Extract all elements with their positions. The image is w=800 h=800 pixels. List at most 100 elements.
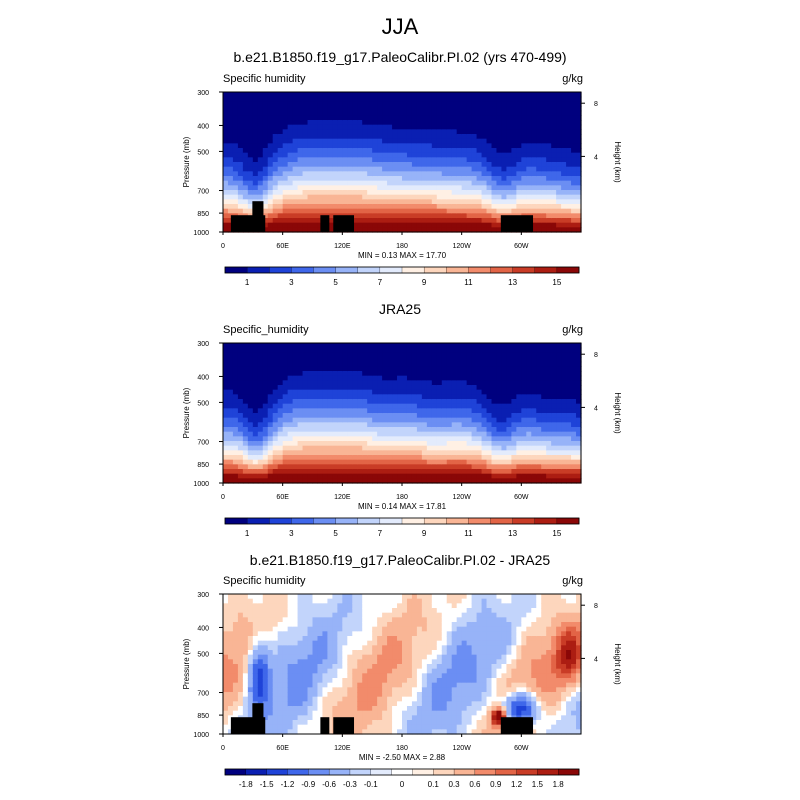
field-cell: [292, 361, 299, 367]
field-cell: [322, 357, 329, 363]
field-cell: [571, 408, 577, 414]
field-cell: [297, 710, 304, 716]
field-cell: [486, 389, 493, 395]
field-cell: [302, 110, 309, 116]
field-cell: [416, 213, 423, 219]
field-cell: [426, 427, 433, 433]
field-cell: [262, 124, 269, 130]
field-cell: [416, 417, 423, 423]
field-cell: [402, 417, 408, 423]
field-cell: [541, 213, 547, 219]
field-cell: [436, 101, 443, 107]
field-cell: [377, 227, 383, 233]
field-cell: [501, 413, 508, 419]
field-cell: [312, 106, 319, 112]
field-cell: [267, 455, 274, 461]
field-cell: [302, 450, 309, 456]
field-cell: [377, 394, 383, 400]
field-cell: [526, 171, 532, 177]
field-cell: [421, 473, 428, 479]
field-cell: [566, 110, 572, 116]
field-cell: [546, 194, 552, 200]
field-cell: [223, 636, 229, 642]
field-cell: [536, 427, 542, 433]
field-cell: [416, 143, 423, 149]
field-cell: [506, 441, 512, 447]
field-cell: [247, 357, 254, 363]
field-cell: [456, 204, 463, 210]
field-cell: [516, 134, 522, 140]
field-cell: [451, 436, 458, 442]
field-cell: [377, 213, 383, 219]
field-cell: [461, 450, 468, 456]
field-cell: [521, 157, 527, 163]
field-cell: [237, 143, 244, 149]
field-cell: [277, 636, 284, 642]
field-cell: [262, 399, 269, 405]
field-cell: [501, 204, 508, 210]
field-cell: [237, 361, 244, 367]
field-cell: [307, 645, 314, 651]
field-cell: [506, 450, 512, 456]
field-cell: [372, 120, 378, 126]
field-cell: [576, 199, 582, 205]
field-cell: [431, 375, 438, 381]
field-cell: [486, 436, 493, 442]
field-cell: [392, 361, 398, 367]
field-cell: [377, 417, 383, 423]
field-cell: [352, 106, 358, 112]
colorbar-swatch: [335, 517, 359, 525]
field-cell: [237, 696, 244, 702]
field-cell: [317, 478, 324, 484]
field-cell: [262, 199, 269, 205]
field-cell: [242, 166, 249, 172]
field-cell: [491, 180, 498, 186]
field-cell: [237, 371, 244, 377]
field-cell: [257, 176, 264, 182]
field-cell: [411, 92, 418, 98]
field-cell: [521, 138, 527, 144]
field-cell: [576, 148, 582, 154]
field-cell: [431, 473, 438, 479]
field-cell: [496, 352, 503, 358]
field-cell: [237, 176, 244, 182]
field-cell: [267, 715, 274, 721]
y-tick-label: 850: [197, 462, 209, 469]
field-cell: [302, 129, 309, 135]
field-cell: [287, 696, 294, 702]
field-cell: [406, 469, 413, 475]
field-cell: [232, 640, 239, 646]
field-cell: [307, 171, 314, 177]
field-cell: [267, 422, 274, 428]
field-cell: [451, 218, 458, 224]
field-cell: [292, 96, 299, 102]
field-cell: [287, 157, 294, 163]
field-cell: [237, 469, 244, 475]
field-cell: [506, 162, 512, 168]
field-cell: [317, 455, 324, 461]
field-cell: [446, 115, 453, 121]
field-cell: [387, 413, 393, 419]
field-cell: [406, 208, 413, 214]
field-cell: [382, 162, 388, 168]
field-cell: [262, 445, 269, 451]
field-cell: [541, 180, 547, 186]
field-cell: [223, 166, 229, 172]
field-cell: [302, 473, 309, 479]
field-cell: [227, 385, 234, 391]
field-cell: [481, 408, 488, 414]
y-tick-label: 400: [197, 123, 209, 130]
field-cell: [242, 134, 249, 140]
field-cell: [436, 120, 443, 126]
field-cell: [456, 148, 463, 154]
field-cell: [282, 385, 289, 391]
field-cell: [357, 208, 363, 214]
field-cell: [501, 343, 508, 349]
field-cell: [461, 394, 468, 400]
field-cell: [491, 375, 498, 381]
field-cell: [556, 106, 562, 112]
field-cell: [257, 612, 264, 618]
field-cell: [441, 394, 448, 400]
field-cell: [566, 431, 572, 437]
field-cell: [536, 417, 542, 423]
